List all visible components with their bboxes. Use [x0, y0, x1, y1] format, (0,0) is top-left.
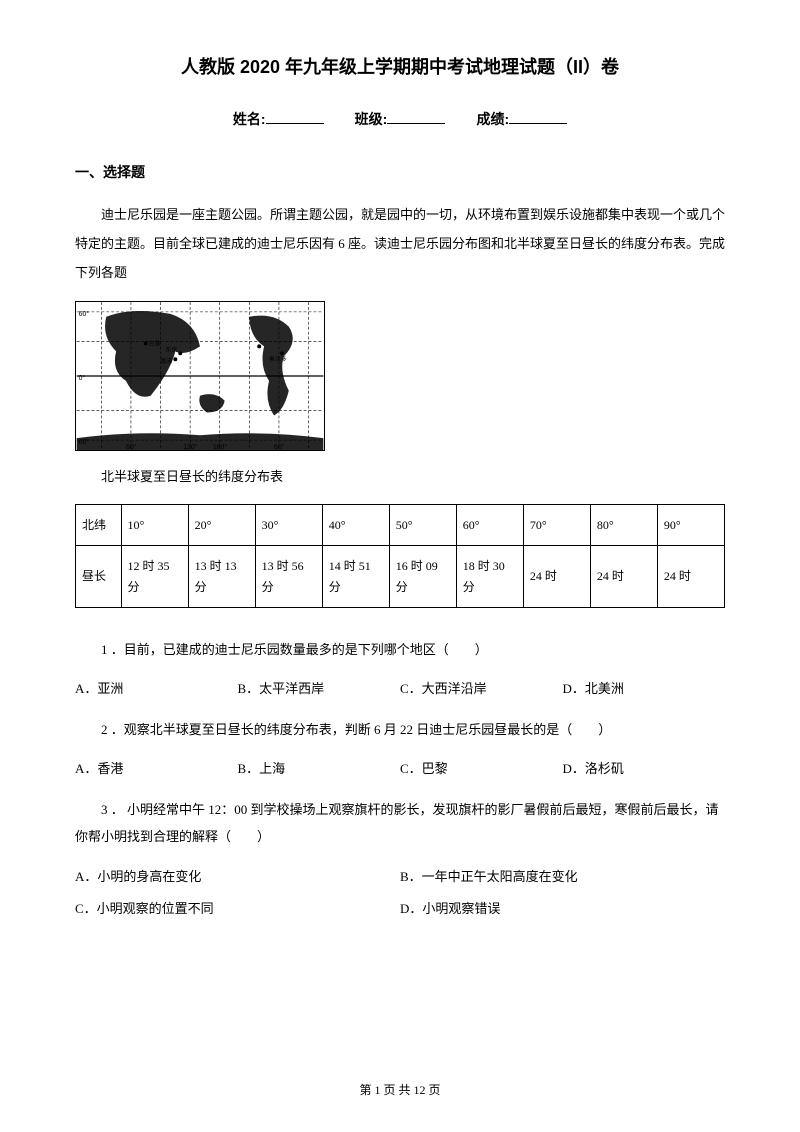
option-a[interactable]: A．亚洲 — [75, 677, 238, 702]
cell: 90° — [657, 504, 724, 545]
class-label: 班级: — [355, 111, 388, 127]
cell: 16 时 09 分 — [389, 546, 456, 608]
cell: 24 时 — [523, 546, 590, 608]
cell: 80° — [590, 504, 657, 545]
table-caption: 北半球夏至日昼长的纬度分布表 — [75, 465, 725, 490]
option-a[interactable]: A．小明的身高在变化 — [75, 865, 400, 890]
option-d[interactable]: D．洛杉矶 — [563, 757, 726, 782]
world-map-figure: 60° 0° 60° 60° 130° 180° 60° 巴黎 东京 香港 奥兰… — [75, 301, 325, 451]
cell: 30° — [255, 504, 322, 545]
question-2: 2 ．观察北半球夏至日昼长的纬度分布表，判断 6 月 22 日迪士尼乐园昼最长的… — [75, 716, 725, 743]
cell: 18 时 30 分 — [456, 546, 523, 608]
svg-text:巴黎: 巴黎 — [149, 340, 161, 348]
svg-text:东京: 东京 — [165, 345, 177, 353]
cell: 24 时 — [590, 546, 657, 608]
option-b[interactable]: B．一年中正午太阳高度在变化 — [400, 865, 725, 890]
question-1: 1 ．目前，已建成的迪士尼乐园数量最多的是下列哪个地区（ ） — [75, 636, 725, 663]
cell: 13 时 56 分 — [255, 546, 322, 608]
cell: 40° — [322, 504, 389, 545]
cell: 70° — [523, 504, 590, 545]
cell: 13 时 13 分 — [188, 546, 255, 608]
svg-text:60°: 60° — [126, 443, 137, 450]
row-header-lat: 北纬 — [76, 504, 122, 545]
option-a[interactable]: A．香港 — [75, 757, 238, 782]
cell: 60° — [456, 504, 523, 545]
score-label: 成绩: — [476, 111, 509, 127]
score-blank[interactable] — [509, 110, 567, 124]
question-3: 3 ． 小明经常中午 12：00 到学校操场上观察旗杆的影长，发现旗杆的影厂暑假… — [75, 796, 725, 851]
name-label: 姓名: — [233, 111, 266, 127]
question-1-options: A．亚洲 B．太平洋西岸 C．大西洋沿岸 D．北美洲 — [75, 677, 725, 702]
section-header: 一、选择题 — [75, 159, 725, 186]
svg-text:60°: 60° — [79, 310, 90, 318]
option-c[interactable]: C．大西洋沿岸 — [400, 677, 563, 702]
question-2-options: A．香港 B．上海 C．巴黎 D．洛杉矶 — [75, 757, 725, 782]
cell: 20° — [188, 504, 255, 545]
svg-text:香港: 香港 — [161, 357, 173, 365]
class-blank[interactable] — [387, 110, 445, 124]
svg-text:60°: 60° — [274, 443, 285, 450]
question-3-options: A．小明的身高在变化 B．一年中正午太阳高度在变化 C．小明观察的位置不同 D．… — [75, 865, 725, 930]
page-title: 人教版 2020 年九年级上学期期中考试地理试题（II）卷 — [75, 50, 725, 84]
page-footer: 第 1 页 共 12 页 — [0, 1079, 800, 1102]
student-info-line: 姓名: 班级: 成绩: — [75, 106, 725, 133]
latitude-daylight-table: 北纬 10° 20° 30° 40° 50° 60° 70° 80° 90° 昼… — [75, 504, 725, 608]
option-c[interactable]: C．巴黎 — [400, 757, 563, 782]
svg-text:180°: 180° — [213, 443, 227, 450]
svg-text:130°: 130° — [183, 443, 197, 450]
table-row: 北纬 10° 20° 30° 40° 50° 60° 70° 80° 90° — [76, 504, 725, 545]
option-c[interactable]: C．小明观察的位置不同 — [75, 897, 400, 922]
option-d[interactable]: D．北美洲 — [563, 677, 726, 702]
option-d[interactable]: D．小明观察错误 — [400, 897, 725, 922]
name-blank[interactable] — [266, 110, 324, 124]
svg-text:奥兰多: 奥兰多 — [269, 355, 287, 363]
passage-text: 迪士尼乐园是一座主题公园。所谓主题公园，就是园中的一切，从环境布置到娱乐设施都集… — [75, 201, 725, 287]
option-b[interactable]: B．太平洋西岸 — [238, 677, 401, 702]
row-header-dur: 昼长 — [76, 546, 122, 608]
cell: 10° — [121, 504, 188, 545]
cell: 14 时 51 分 — [322, 546, 389, 608]
cell: 50° — [389, 504, 456, 545]
table-row: 昼长 12 时 35 分 13 时 13 分 13 时 56 分 14 时 51… — [76, 546, 725, 608]
cell: 24 时 — [657, 546, 724, 608]
svg-text:0°: 0° — [79, 374, 86, 382]
svg-text:60°: 60° — [79, 438, 90, 446]
cell: 12 时 35 分 — [121, 546, 188, 608]
option-b[interactable]: B．上海 — [238, 757, 401, 782]
